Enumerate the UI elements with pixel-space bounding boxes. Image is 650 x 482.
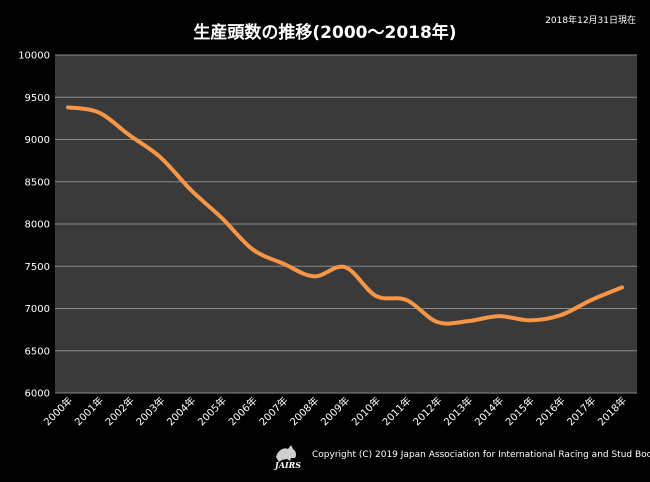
y-tick-label: 8000 — [25, 220, 50, 231]
data-point — [158, 155, 162, 159]
data-point — [374, 294, 378, 298]
x-tick-label: 2004年 — [164, 394, 198, 428]
data-point — [97, 110, 101, 114]
x-tick-label: 2005年 — [195, 394, 229, 428]
x-tick-label: 2001年 — [72, 394, 106, 428]
y-tick-label: 7500 — [25, 262, 50, 273]
data-point — [281, 262, 285, 266]
x-tick-label: 2009年 — [318, 394, 352, 428]
x-tick-label: 2017年 — [564, 394, 598, 428]
data-point — [66, 105, 70, 109]
data-point — [497, 314, 501, 318]
y-tick-label: 9000 — [25, 135, 50, 146]
chart-title: 生産頭数の推移(2000～2018年) — [193, 23, 457, 43]
y-axis-tick-labels: 6000 6500 7000 7500 8000 8500 9000 9500 10000 — [18, 51, 50, 400]
y-tick-label: 8500 — [25, 177, 50, 188]
x-tick-label: 2002年 — [102, 394, 136, 428]
y-tick-label: 6500 — [25, 346, 50, 357]
logo-text: JAIRS — [273, 460, 301, 470]
x-tick-label: 2015年 — [503, 394, 537, 428]
x-axis-tick-labels: 2000年2001年2002年2003年2004年2005年2006年2007年… — [41, 394, 629, 428]
x-tick-label: 2010年 — [349, 394, 383, 428]
copyright-text: Copyright (C) 2019 Japan Association for… — [312, 450, 650, 460]
data-point — [220, 216, 224, 220]
x-tick-label: 2013年 — [441, 394, 475, 428]
x-tick-label: 2011年 — [379, 394, 413, 428]
jairs-logo: JAIRS — [268, 440, 308, 470]
as-of-date: 2018年12月31日現在 — [545, 16, 636, 26]
series-line — [66, 105, 624, 326]
x-tick-label: 2003年 — [133, 394, 167, 428]
data-point — [128, 133, 132, 137]
data-point — [528, 318, 532, 322]
data-point — [589, 298, 593, 302]
data-point — [312, 274, 316, 278]
x-tick-label: 2007年 — [256, 394, 290, 428]
data-point — [435, 320, 439, 324]
x-tick-label: 2018年 — [595, 394, 629, 428]
data-point — [343, 265, 347, 269]
x-tick-label: 2014年 — [472, 394, 506, 428]
data-point — [558, 313, 562, 317]
data-point — [251, 247, 255, 251]
x-tick-label: 2008年 — [287, 394, 321, 428]
x-tick-label: 2012年 — [410, 394, 444, 428]
y-tick-label: 6000 — [25, 389, 50, 400]
x-tick-label: 2006年 — [226, 394, 260, 428]
y-tick-label: 7000 — [25, 304, 50, 315]
data-point — [466, 319, 470, 323]
data-point — [620, 285, 624, 289]
data-point — [189, 188, 193, 192]
y-tick-label: 9500 — [25, 93, 50, 104]
y-tick-label: 10000 — [18, 51, 50, 62]
gridlines — [55, 54, 637, 394]
x-tick-label: 2016年 — [533, 394, 567, 428]
data-point — [405, 298, 409, 302]
